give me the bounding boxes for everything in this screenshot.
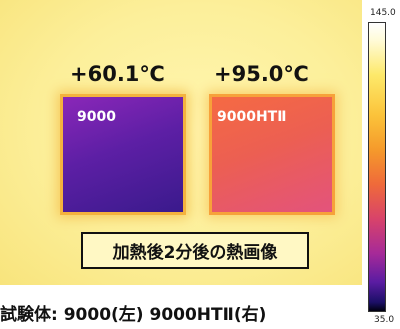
specimen-right-label: 9000HTⅡ — [217, 109, 287, 125]
scale-max-label: 145.0 — [370, 8, 396, 18]
scale-min-label: 35.0 — [374, 315, 395, 325]
footer-caption: 試験体: 9000(左) 9000HTⅡ(右) — [0, 305, 267, 325]
caption-box: 加熱後2分後の熱画像 — [81, 232, 309, 269]
thermal-image: +60.1℃ +95.0℃ 9000 9000HTⅡ 加熱後2分後の熱画像 — [0, 0, 362, 285]
temperature-scale-bar — [368, 22, 386, 312]
specimen-left: 9000 — [63, 97, 183, 212]
temp-label-right: +95.0℃ — [214, 62, 309, 86]
temp-label-left: +60.1℃ — [70, 62, 165, 86]
specimen-left-label: 9000 — [77, 109, 116, 125]
specimen-right: 9000HTⅡ — [212, 97, 332, 212]
